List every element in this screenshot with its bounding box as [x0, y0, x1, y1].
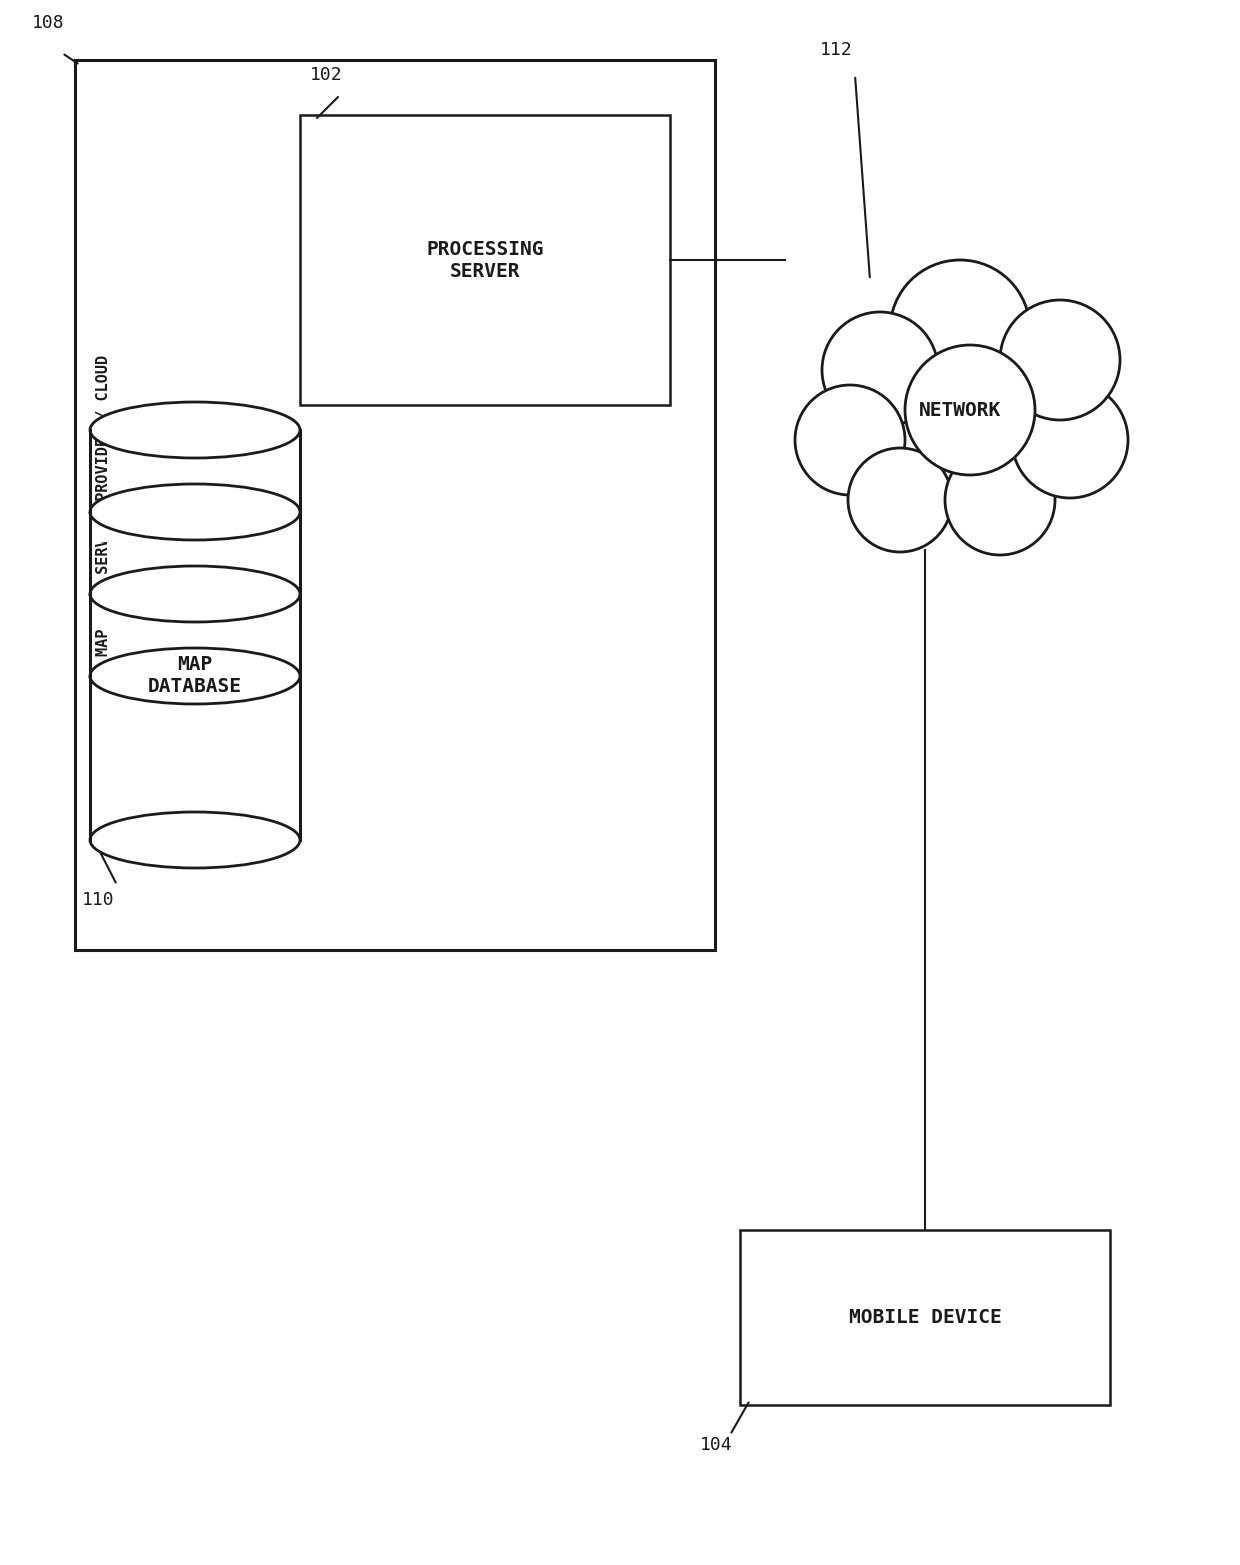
Text: PROCESSING
SERVER: PROCESSING SERVER — [427, 239, 544, 280]
Text: MAP
DATABASE: MAP DATABASE — [148, 654, 242, 695]
Bar — [91, 676, 300, 706]
Bar — [91, 430, 300, 840]
Bar — [740, 1230, 1110, 1405]
Ellipse shape — [91, 402, 300, 459]
Text: 108: 108 — [32, 14, 64, 31]
Text: MOBILE DEVICE: MOBILE DEVICE — [848, 1308, 1002, 1327]
Text: MAP DATA SERVICE PROVIDER / CLOUD: MAP DATA SERVICE PROVIDER / CLOUD — [95, 354, 110, 656]
Circle shape — [822, 311, 937, 427]
Circle shape — [848, 448, 952, 552]
Text: 110: 110 — [82, 890, 114, 909]
Text: 104: 104 — [701, 1437, 733, 1454]
Ellipse shape — [91, 567, 300, 621]
Text: 102: 102 — [310, 66, 342, 85]
Circle shape — [905, 344, 1035, 476]
Bar — [91, 512, 300, 541]
Circle shape — [795, 385, 905, 495]
Text: 112: 112 — [820, 41, 853, 59]
Ellipse shape — [91, 812, 300, 869]
Bar — [300, 114, 670, 405]
Circle shape — [890, 260, 1030, 401]
Circle shape — [1012, 382, 1128, 498]
Circle shape — [999, 300, 1120, 419]
Circle shape — [945, 444, 1055, 556]
Ellipse shape — [91, 648, 300, 704]
Text: NETWORK: NETWORK — [919, 401, 1001, 419]
Ellipse shape — [91, 484, 300, 540]
Bar — [91, 595, 300, 624]
Bar — [74, 59, 715, 950]
